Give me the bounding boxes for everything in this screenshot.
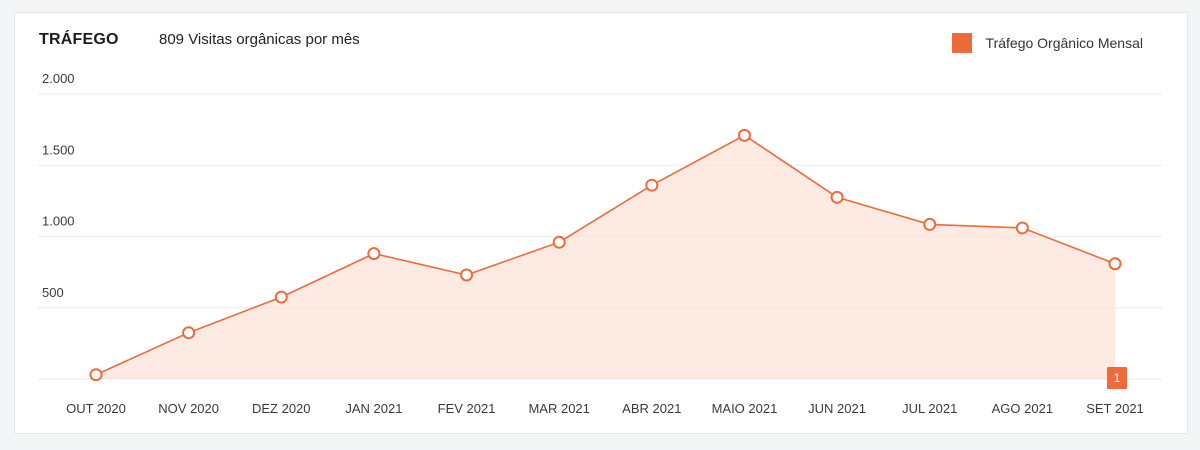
data-point-abr-2021[interactable]: [645, 178, 659, 192]
data-point-nov-2020[interactable]: [182, 326, 196, 340]
x-tick-label: JUN 2021: [808, 401, 866, 416]
series-points: [89, 128, 1122, 382]
legend-label: Tráfego Orgânico Mensal: [985, 35, 1143, 51]
data-point-jun-2021[interactable]: [830, 190, 844, 204]
data-point-out-2020[interactable]: [89, 368, 103, 382]
x-axis-ticks: OUT 2020 NOV 2020 DEZ 2020 JAN 2021 FEV 2021…: [66, 401, 1144, 416]
y-tick-label: 2.000: [42, 71, 75, 86]
data-point-fev-2021[interactable]: [460, 268, 474, 282]
x-tick-label: MAIO 2021: [712, 401, 778, 416]
x-tick-label: AGO 2021: [992, 401, 1053, 416]
chart-legend[interactable]: Tráfego Orgânico Mensal: [951, 33, 1143, 53]
data-point-maio-2021[interactable]: [737, 128, 751, 142]
x-tick-label: JUL 2021: [902, 401, 957, 416]
data-point-jul-2021[interactable]: [923, 217, 937, 231]
data-point-ago-2021[interactable]: [1015, 221, 1029, 235]
x-tick-label: JAN 2021: [345, 401, 402, 416]
card-title: TRÁFEGO: [39, 31, 119, 48]
y-tick-label: 500: [42, 285, 64, 300]
legend-swatch: [951, 33, 972, 53]
x-tick-label: FEV 2021: [438, 401, 496, 416]
annotation: 1: [1107, 367, 1127, 389]
card-subtitle: 809 Visitas orgânicas por mês: [159, 31, 360, 48]
annotation-badge[interactable]: [1107, 367, 1127, 389]
x-tick-label: MAR 2021: [528, 401, 589, 416]
x-tick-label: OUT 2020: [66, 401, 126, 416]
series-line: [95, 134, 1116, 376]
y-tick-label: 1.500: [42, 142, 75, 157]
data-point-set-2021[interactable]: [1108, 257, 1122, 271]
data-point-dez-2020[interactable]: [274, 290, 288, 304]
annotation-label: 1: [1114, 371, 1121, 385]
x-tick-label: SET 2021: [1086, 401, 1144, 416]
x-tick-label: ABR 2021: [622, 401, 681, 416]
x-tick-label: DEZ 2020: [252, 401, 311, 416]
y-tick-label: 1.000: [42, 214, 75, 229]
data-point-mar-2021[interactable]: [552, 235, 566, 249]
series-area: [96, 135, 1115, 379]
data-point-jan-2021[interactable]: [367, 247, 381, 261]
y-axis-ticks: 500 1.000 1.500 2.000: [42, 71, 75, 300]
x-tick-label: NOV 2020: [158, 401, 219, 416]
